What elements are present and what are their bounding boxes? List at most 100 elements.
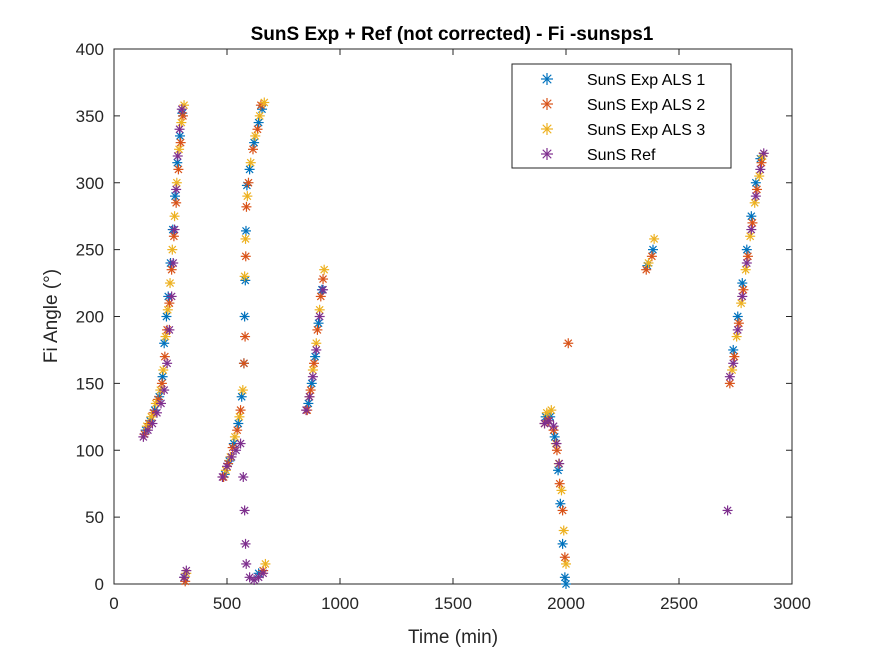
data-point-marker	[732, 311, 743, 322]
x-tick-label: 2500	[660, 594, 698, 613]
data-point-marker	[312, 324, 323, 335]
data-point-marker	[755, 164, 766, 175]
data-point-marker	[231, 445, 242, 456]
data-point-marker	[162, 304, 173, 315]
data-point-marker	[165, 278, 176, 289]
data-point-marker	[147, 418, 158, 429]
legend-marker	[541, 73, 553, 85]
data-point-marker	[553, 465, 564, 476]
data-point-marker	[731, 331, 742, 342]
data-point-marker	[737, 291, 748, 302]
data-point-marker	[318, 274, 329, 285]
data-point-marker	[179, 572, 190, 583]
data-point-marker	[254, 110, 265, 121]
data-point-marker	[174, 144, 185, 155]
data-point-marker	[253, 572, 264, 583]
x-tick-label: 2000	[547, 594, 585, 613]
data-point-marker	[745, 231, 756, 242]
data-point-marker	[146, 411, 157, 422]
data-point-marker	[563, 338, 574, 349]
legend: SunS Exp ALS 1 SunS Exp ALS 2 SunS Exp ALS…	[511, 63, 732, 169]
data-point-marker	[240, 251, 251, 262]
data-point-marker	[307, 371, 318, 382]
data-point-marker	[722, 505, 733, 516]
data-point-marker	[235, 405, 246, 416]
legend-label: SunS Ref	[587, 147, 656, 164]
data-point-marker	[240, 331, 251, 342]
data-point-marker	[649, 233, 660, 244]
data-point-marker	[729, 351, 740, 362]
data-point-marker	[238, 358, 249, 369]
data-point-marker	[171, 184, 182, 195]
data-point-marker	[142, 425, 153, 436]
data-point-marker	[238, 472, 249, 482]
y-tick-label: 400	[76, 40, 104, 59]
data-point-marker	[240, 225, 251, 236]
data-point-marker	[237, 385, 248, 396]
data-markers	[138, 97, 769, 589]
data-point-marker	[234, 411, 245, 422]
data-point-marker	[311, 344, 322, 355]
data-point-marker	[229, 431, 240, 442]
data-point-marker	[561, 579, 571, 589]
data-point-marker	[169, 211, 180, 222]
data-point-marker	[551, 438, 562, 449]
data-point-marker	[306, 378, 317, 389]
y-tick-label: 250	[76, 241, 104, 260]
data-point-marker	[239, 505, 250, 516]
data-point-marker	[305, 385, 316, 396]
y-axis-label: Fi Angle (°)	[41, 269, 62, 363]
data-point-marker	[161, 311, 172, 322]
data-point-marker	[174, 124, 185, 135]
data-point-marker	[164, 324, 175, 335]
data-point-marker	[304, 391, 315, 402]
data-point-marker	[756, 157, 767, 168]
data-point-marker	[159, 351, 170, 362]
data-point-marker	[309, 358, 320, 369]
data-point-marker	[250, 130, 261, 141]
data-point-marker	[164, 298, 175, 309]
data-point-marker	[556, 485, 567, 496]
data-point-marker	[260, 558, 271, 569]
data-point-marker	[175, 137, 186, 148]
data-point-marker	[758, 148, 769, 159]
data-point-marker	[169, 224, 180, 235]
data-point-marker	[258, 568, 269, 579]
data-point-marker	[737, 278, 748, 289]
data-point-marker	[746, 211, 757, 222]
y-axis: 0 50 100 150 200 250 300 350 400	[76, 40, 792, 594]
data-point-marker	[724, 371, 735, 382]
data-point-marker	[236, 391, 247, 402]
data-point-marker	[168, 231, 179, 242]
data-point-marker	[177, 110, 188, 121]
data-point-marker	[244, 164, 255, 175]
data-point-marker	[314, 311, 325, 322]
data-point-marker	[559, 552, 570, 563]
data-point-marker	[176, 104, 187, 115]
data-point-marker	[742, 251, 753, 262]
data-point-marker	[138, 431, 149, 442]
data-point-marker	[548, 421, 559, 432]
data-point-marker	[643, 258, 654, 268]
data-point-marker	[233, 418, 244, 429]
data-point-marker	[740, 264, 751, 275]
data-point-marker	[166, 291, 177, 302]
data-point-marker	[307, 365, 318, 375]
data-point-marker	[732, 324, 743, 335]
x-tick-label: 1000	[321, 594, 359, 613]
x-tick-label: 0	[109, 594, 118, 613]
data-point-marker	[313, 318, 324, 329]
data-point-marker	[557, 505, 568, 516]
data-point-marker	[173, 164, 184, 175]
data-point-marker	[561, 558, 571, 569]
data-point-marker	[171, 177, 182, 188]
data-point-marker	[555, 498, 566, 509]
data-point-marker	[314, 304, 325, 315]
data-point-marker	[749, 197, 760, 208]
data-point-marker	[168, 258, 179, 268]
data-point-marker	[181, 565, 192, 576]
data-point-marker	[741, 258, 752, 268]
data-point-marker	[242, 191, 253, 202]
y-tick-label: 200	[76, 308, 104, 327]
y-tick-label: 150	[76, 374, 104, 393]
